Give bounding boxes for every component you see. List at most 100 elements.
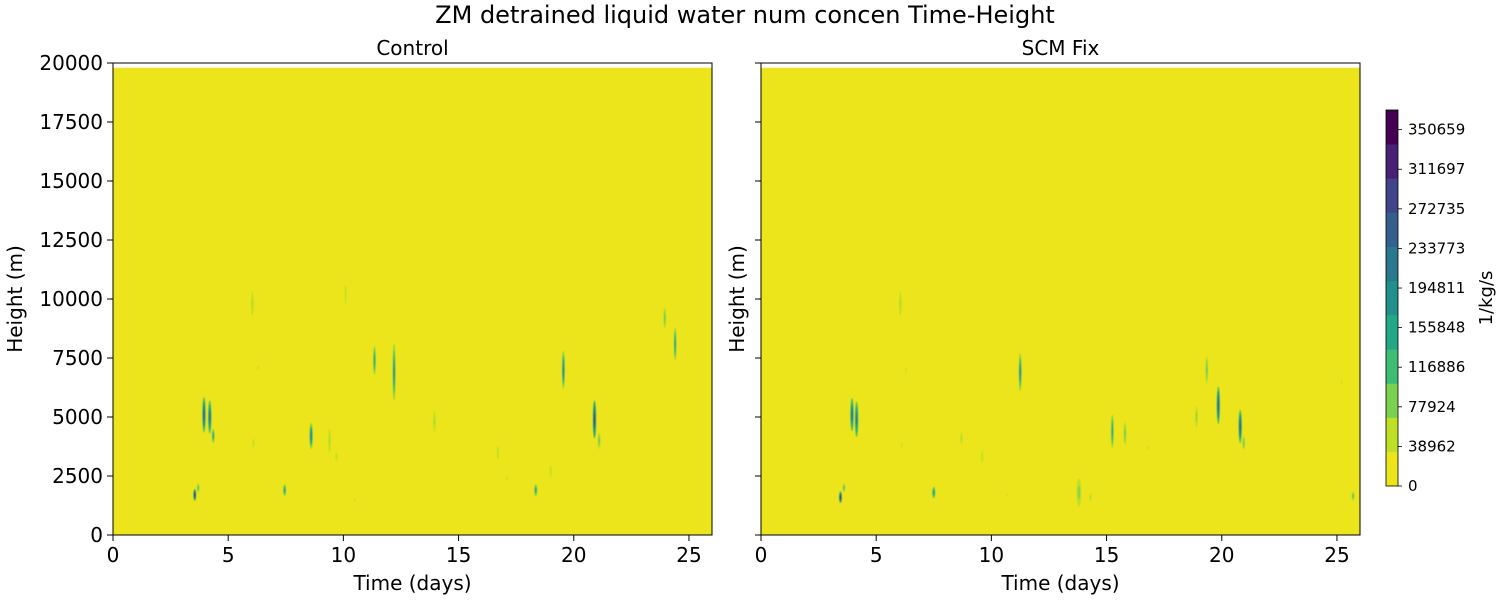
heatmap-feature xyxy=(900,439,903,452)
heatmap-feature-level xyxy=(598,438,600,443)
heatmap-feature-level xyxy=(1239,422,1241,431)
colorbar-band xyxy=(1386,246,1398,282)
colorbar-band xyxy=(1386,417,1398,453)
colorbar-band xyxy=(1386,178,1398,213)
heatmap-feature xyxy=(433,411,436,433)
colorbar-band xyxy=(1386,451,1398,487)
y-tick-label: 5000 xyxy=(52,405,103,429)
heatmap-feature-level xyxy=(252,300,253,307)
x-tick-label: 5 xyxy=(222,543,235,567)
heatmap-feature-level xyxy=(209,412,211,422)
plot-frame-control xyxy=(112,62,713,536)
y-axis-label-control: Height (m) xyxy=(3,245,27,353)
heatmap-feature-level xyxy=(664,315,666,321)
heatmap-feature xyxy=(335,451,338,464)
panel-title-scm-fix: SCM Fix xyxy=(1022,36,1100,60)
heatmap-feature-level xyxy=(674,339,676,348)
heatmap-feature xyxy=(932,486,936,499)
colorbar-frame xyxy=(1385,109,1399,487)
heatmap-feature xyxy=(904,365,908,375)
heatmap-feature xyxy=(899,291,902,316)
y-tick-label: 10000 xyxy=(39,287,103,311)
heatmap-feature xyxy=(960,429,963,447)
heatmap-feature-level xyxy=(434,419,435,425)
heatmap-feature-level xyxy=(1352,494,1354,498)
heatmap-feature-level xyxy=(203,410,205,420)
heatmap-feature-level xyxy=(336,455,337,459)
heatmap-feature-level xyxy=(1112,427,1113,436)
heatmap-background xyxy=(113,67,712,535)
heatmap-background xyxy=(761,67,1360,535)
panel-title-control: Control xyxy=(376,36,448,60)
heatmap-feature xyxy=(850,398,854,432)
heatmap-feature-level xyxy=(1124,430,1126,437)
plot-frame-scm-fix xyxy=(760,62,1361,536)
heatmap-feature xyxy=(534,484,538,497)
heatmap-feature-level xyxy=(905,368,907,371)
heatmap-feature-level xyxy=(497,450,499,455)
heatmap-feature xyxy=(673,327,677,361)
heatmap-feature-level xyxy=(1090,495,1091,499)
heatmap-feature-level xyxy=(1243,441,1244,445)
heatmap-feature xyxy=(328,428,331,453)
x-tick-label: 20 xyxy=(1209,543,1234,567)
x-axis-label-scm-fix: Time (days) xyxy=(1000,571,1119,595)
x-tick-label: 25 xyxy=(1324,543,1349,567)
colorbar-tick-label: 38962 xyxy=(1408,437,1456,455)
colorbar-tick-label: 194811 xyxy=(1408,279,1465,297)
heatmap-feature xyxy=(309,422,313,449)
heatmap-feature xyxy=(842,483,846,493)
colorbar: 0 38962 77924 116886 155848 194811 233773 27273… xyxy=(1385,109,1497,495)
colorbar-tick-label: 77924 xyxy=(1408,398,1456,416)
x-tick-label: 20 xyxy=(561,543,586,567)
heatmap-feature-level xyxy=(933,491,935,494)
heatmap-feature xyxy=(1216,386,1220,425)
heatmap-feature-level xyxy=(1196,414,1197,420)
y-tick-label: 12500 xyxy=(39,228,103,252)
heatmap-feature-level xyxy=(284,488,285,492)
heatmap-feature xyxy=(1146,442,1150,453)
heatmap-feature xyxy=(1006,491,1009,499)
x-tick-label: 15 xyxy=(1094,543,1119,567)
y-tick-label: 15000 xyxy=(39,169,103,193)
colorbar-tick-label: 155848 xyxy=(1408,319,1465,337)
heatmap-feature-level xyxy=(901,443,902,447)
heatmap-feature-level xyxy=(981,455,983,460)
heatmap-feature xyxy=(1195,406,1198,428)
heatmap-feature-level xyxy=(506,476,508,480)
heatmap-feature-level xyxy=(194,493,196,497)
heatmap-feature-level xyxy=(310,432,312,440)
heatmap-feature-level xyxy=(535,488,537,492)
heatmap-feature xyxy=(1123,421,1127,446)
figure-title: ZM detrained liquid water num concen Tim… xyxy=(435,1,1055,29)
heatmap-feature xyxy=(392,343,396,401)
x-tick-label: 15 xyxy=(446,543,471,567)
colorbar-band xyxy=(1386,349,1398,384)
y-tick-label: 17500 xyxy=(39,110,103,134)
heatmap-feature-level xyxy=(1019,367,1021,377)
heatmap-feature xyxy=(1351,491,1355,501)
heatmap-feature xyxy=(854,401,859,438)
heatmap-feature-level xyxy=(1147,446,1149,449)
heatmap-feature-level xyxy=(851,410,853,419)
heatmap-feature-level xyxy=(257,366,259,369)
heatmap-feature xyxy=(208,400,212,434)
heatmap-feature-level xyxy=(253,441,254,445)
y-tick-label: 2500 xyxy=(52,464,103,488)
y-axis-label-scm-fix: Height (m) xyxy=(725,245,749,353)
heatmap-feature xyxy=(496,442,499,462)
heatmap-feature xyxy=(592,400,597,439)
heatmap-feature xyxy=(562,350,565,389)
heatmap-feature xyxy=(1018,353,1022,392)
heatmap-feature xyxy=(353,496,357,504)
colorbar-tick-label: 272735 xyxy=(1408,200,1465,218)
heatmap-feature xyxy=(1238,409,1242,443)
heatmap-feature xyxy=(597,432,601,449)
heatmap-feature xyxy=(373,346,376,375)
heatmap-feature xyxy=(663,307,666,329)
heatmap-feature-level xyxy=(856,414,858,424)
colorbar-tick-label: 0 xyxy=(1408,477,1418,495)
heatmap-feature-level xyxy=(1341,380,1342,383)
heatmap-feature xyxy=(197,483,200,493)
panel-control: Control Height (m) Time (days) 0 5 10 15 20 2… xyxy=(3,36,713,595)
